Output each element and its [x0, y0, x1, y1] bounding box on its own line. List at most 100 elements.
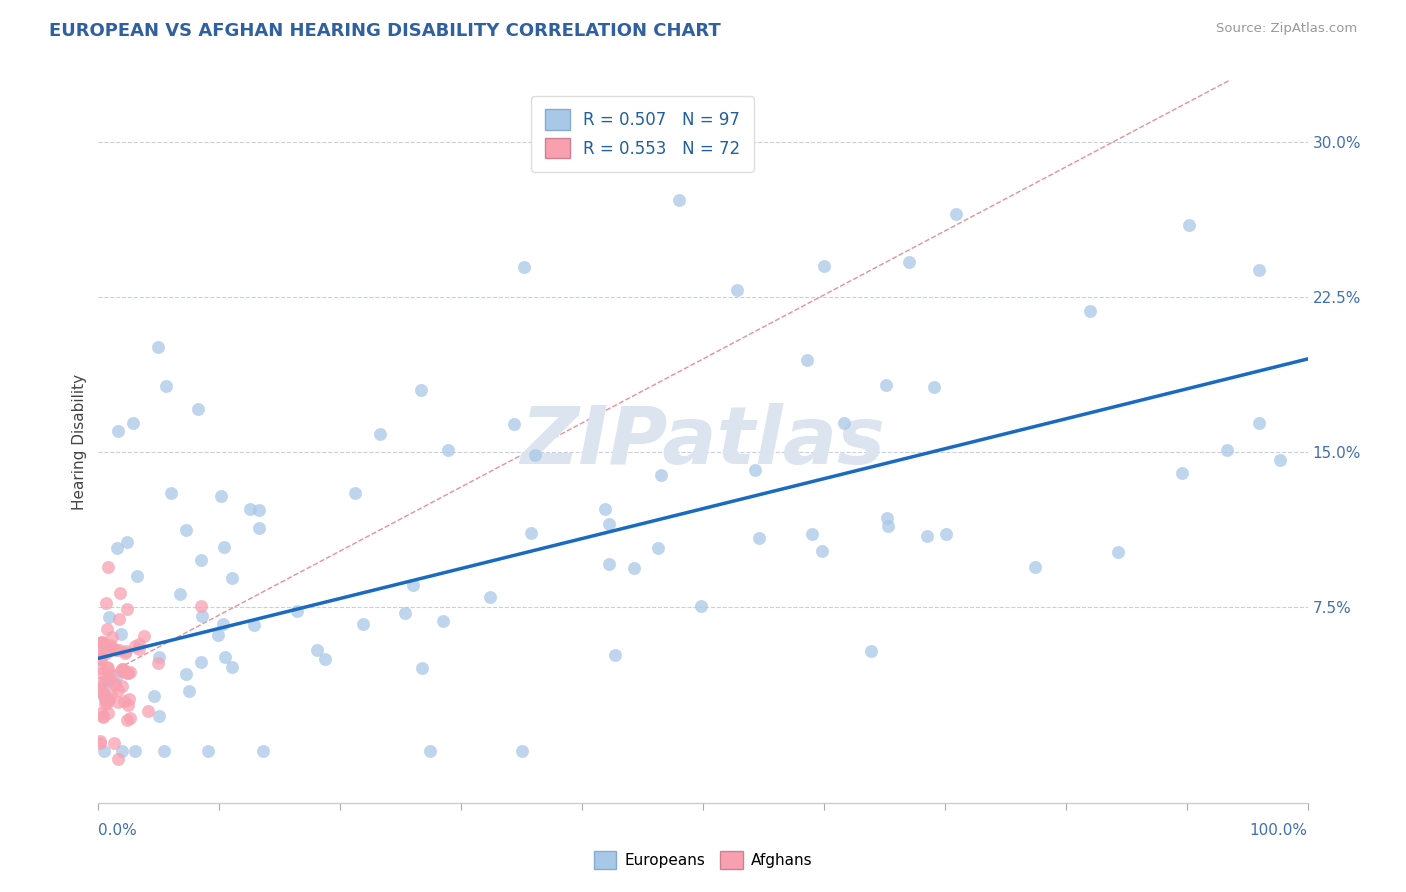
Point	[136, 704, 159, 718]
Point	[153, 744, 176, 758]
Point	[155, 378, 177, 392]
Point	[207, 628, 229, 642]
Point	[107, 424, 129, 438]
Point	[97, 706, 120, 720]
Point	[603, 648, 626, 662]
Point	[91, 634, 114, 648]
Point	[108, 612, 131, 626]
Point	[1249, 263, 1271, 277]
Point	[690, 599, 713, 613]
Point	[128, 638, 150, 652]
Point	[623, 561, 645, 575]
Point	[110, 664, 132, 678]
Point	[124, 640, 146, 654]
Point	[98, 671, 121, 685]
Point	[211, 617, 233, 632]
Point	[110, 586, 132, 600]
Point	[110, 627, 132, 641]
Point	[650, 468, 672, 483]
Point	[112, 661, 135, 675]
Point	[922, 379, 945, 393]
Text: 0.0%: 0.0%	[98, 823, 138, 838]
Point	[143, 689, 166, 703]
Point	[897, 255, 920, 269]
Point	[239, 502, 262, 516]
Point	[748, 531, 770, 545]
Point	[1107, 545, 1129, 559]
Point	[93, 688, 115, 702]
Point	[117, 666, 139, 681]
Point	[252, 744, 274, 758]
Point	[110, 662, 132, 676]
Point	[89, 681, 111, 695]
Point	[93, 637, 115, 651]
Point	[524, 448, 547, 462]
Point	[125, 569, 148, 583]
Point	[98, 639, 121, 653]
Point	[115, 644, 138, 658]
Point	[436, 443, 458, 458]
Point	[94, 692, 117, 706]
Point	[90, 706, 112, 720]
Y-axis label: Hearing Disability: Hearing Disability	[72, 374, 87, 509]
Point	[97, 692, 120, 706]
Point	[179, 683, 201, 698]
Point	[502, 417, 524, 432]
Point	[1216, 442, 1239, 457]
Point	[89, 736, 111, 750]
Point	[159, 486, 181, 500]
Point	[368, 427, 391, 442]
Text: EUROPEAN VS AFGHAN HEARING DISABILITY CORRELATION CHART: EUROPEAN VS AFGHAN HEARING DISABILITY CO…	[49, 22, 721, 40]
Point	[97, 674, 120, 689]
Point	[1171, 466, 1194, 480]
Point	[148, 709, 170, 723]
Point	[107, 683, 129, 698]
Point	[432, 614, 454, 628]
Legend: R = 0.507   N = 97, R = 0.553   N = 72: R = 0.507 N = 97, R = 0.553 N = 72	[531, 95, 754, 171]
Point	[117, 713, 139, 727]
Point	[91, 677, 114, 691]
Point	[96, 623, 118, 637]
Point	[90, 636, 112, 650]
Point	[97, 693, 120, 707]
Text: Source: ZipAtlas.com: Source: ZipAtlas.com	[1216, 22, 1357, 36]
Point	[146, 656, 169, 670]
Point	[411, 383, 433, 397]
Point	[124, 744, 146, 758]
Point	[402, 578, 425, 592]
Point	[89, 646, 111, 660]
Legend: Europeans, Afghans: Europeans, Afghans	[588, 845, 818, 875]
Point	[595, 501, 617, 516]
Point	[107, 752, 129, 766]
Point	[117, 666, 139, 681]
Point	[190, 599, 212, 613]
Point	[1078, 304, 1101, 318]
Point	[813, 259, 835, 273]
Point	[1024, 559, 1046, 574]
Point	[128, 641, 150, 656]
Point	[94, 640, 117, 655]
Point	[90, 652, 112, 666]
Point	[647, 541, 669, 556]
Point	[344, 486, 367, 500]
Point	[105, 669, 128, 683]
Point	[96, 639, 118, 653]
Point	[800, 526, 823, 541]
Point	[103, 736, 125, 750]
Point	[668, 193, 690, 207]
Point	[519, 526, 541, 541]
Point	[89, 734, 111, 748]
Point	[94, 697, 117, 711]
Point	[510, 744, 533, 758]
Point	[117, 602, 139, 616]
Point	[94, 646, 117, 660]
Point	[478, 591, 501, 605]
Point	[598, 517, 620, 532]
Point	[197, 744, 219, 758]
Point	[945, 206, 967, 220]
Point	[146, 340, 169, 354]
Point	[744, 463, 766, 477]
Point	[108, 643, 131, 657]
Point	[190, 656, 212, 670]
Point	[305, 643, 328, 657]
